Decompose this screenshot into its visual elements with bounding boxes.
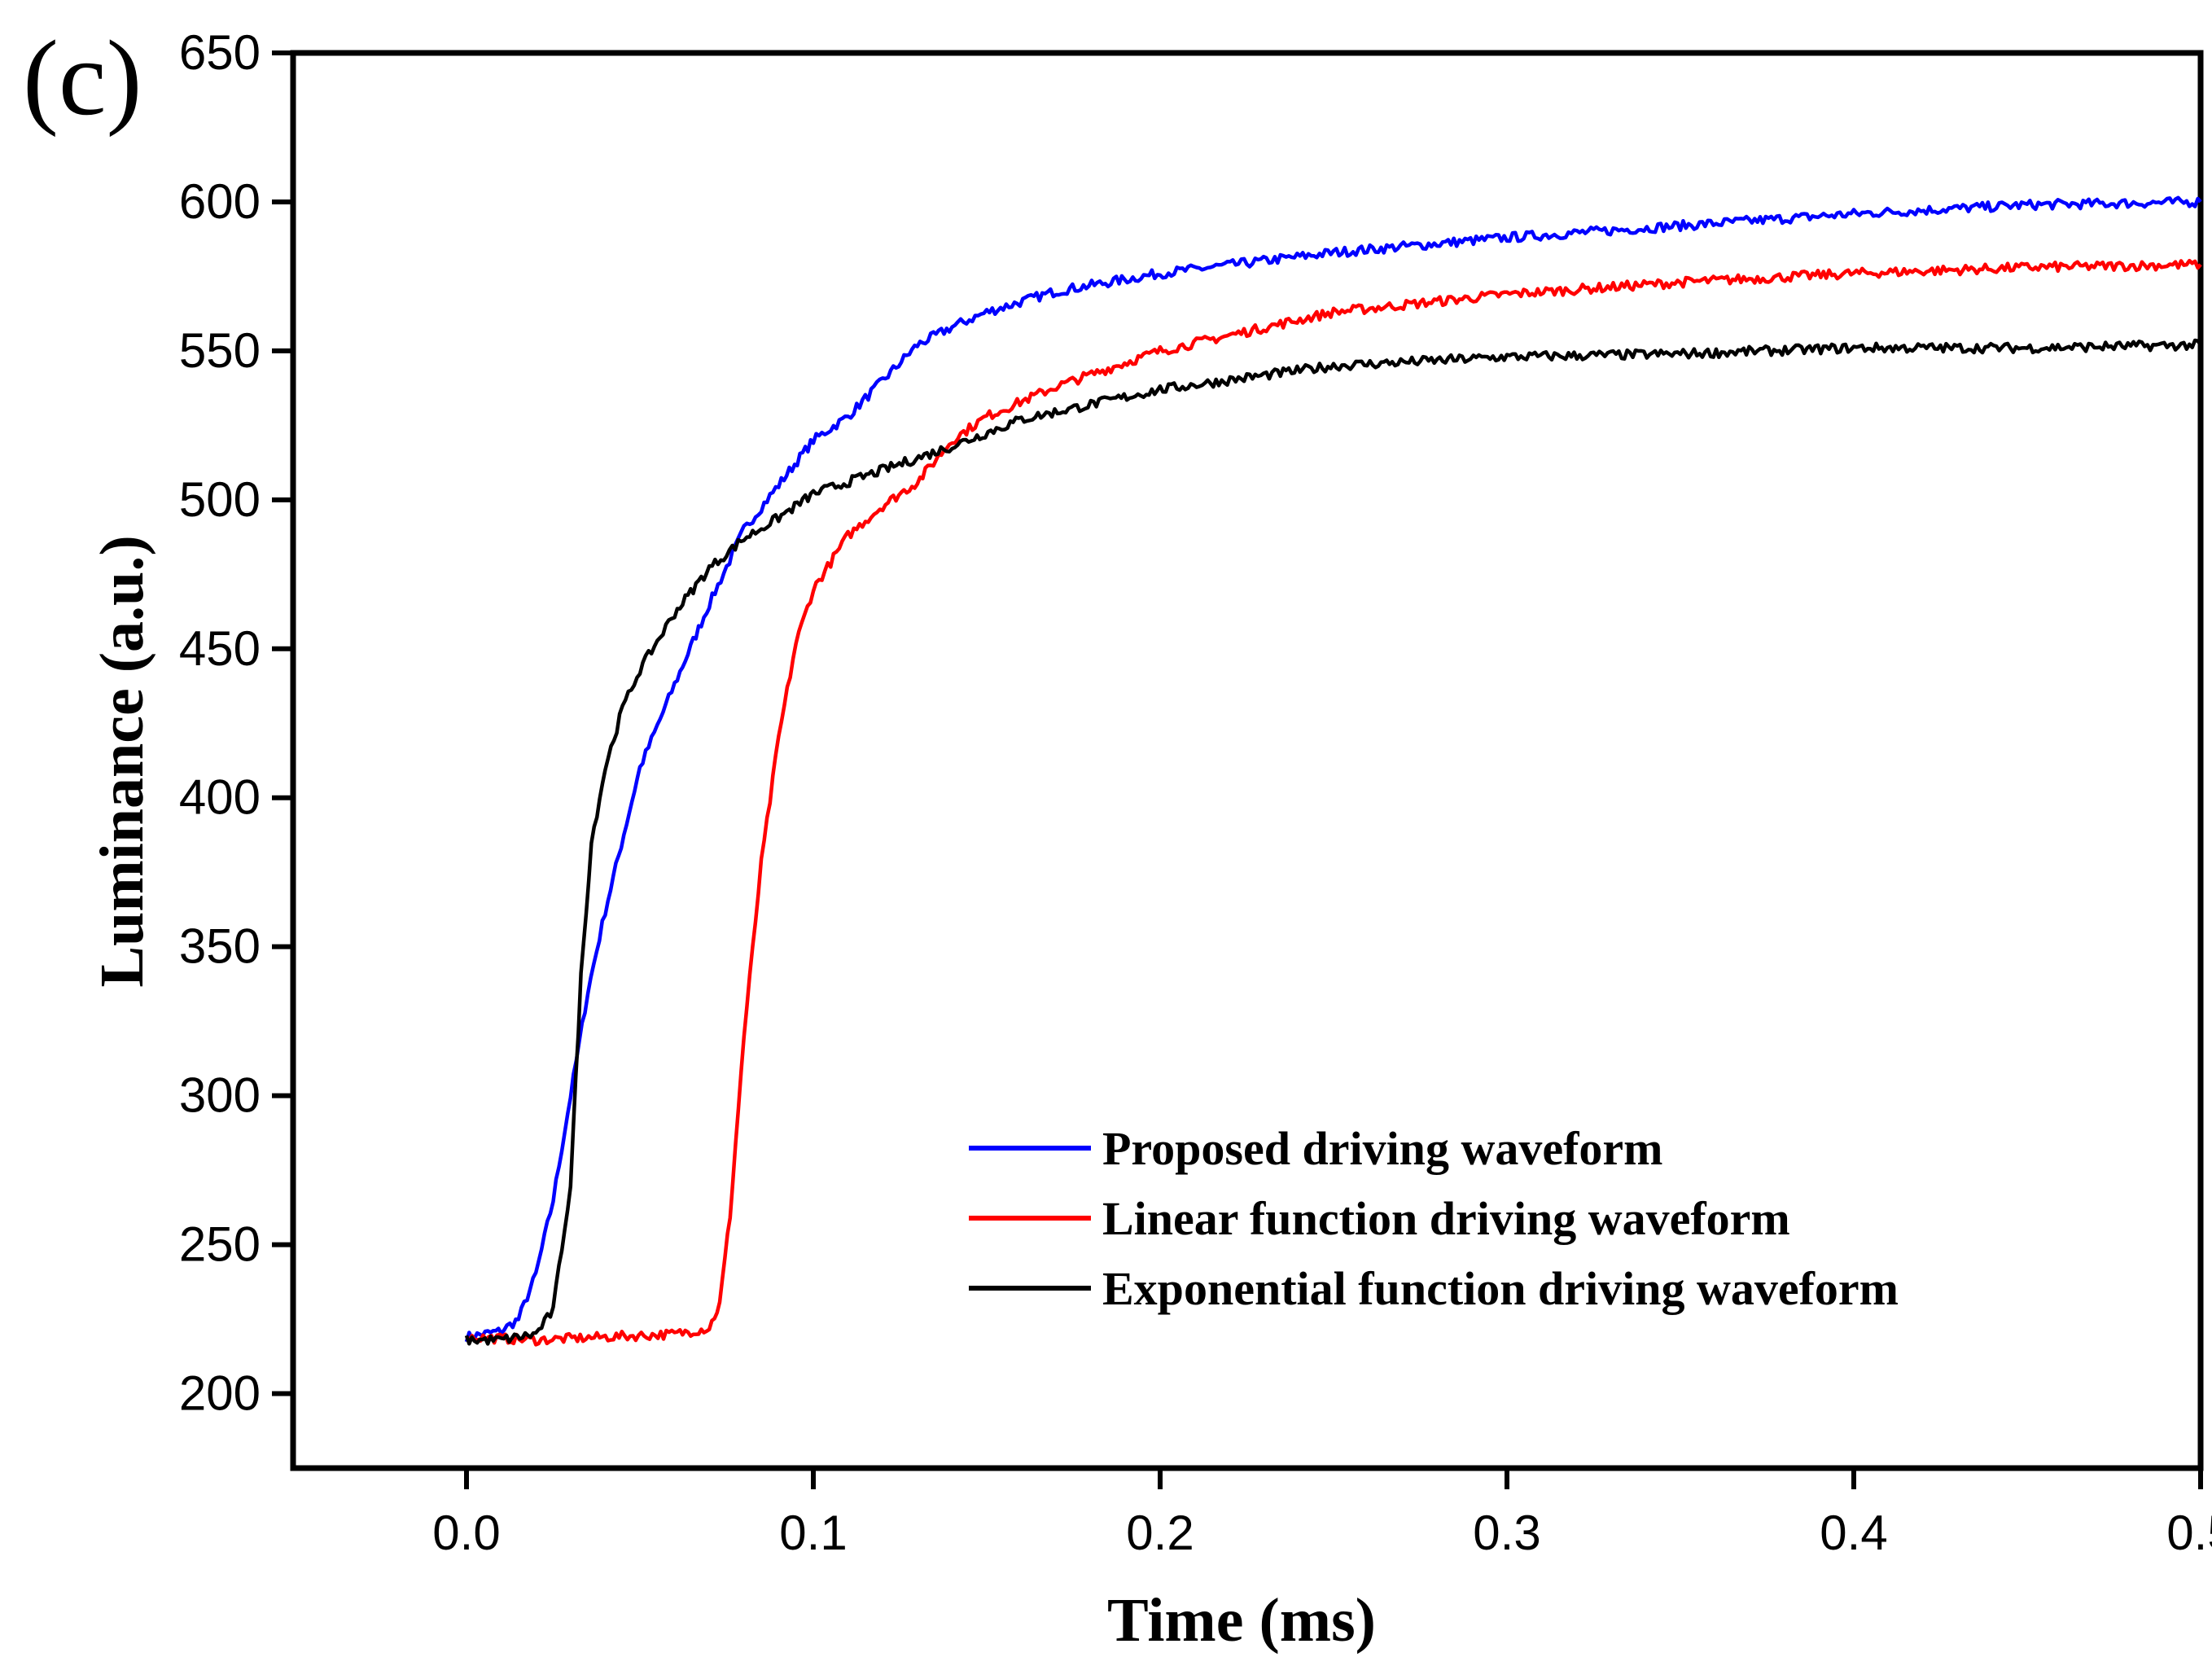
plot-area-frame xyxy=(290,50,2204,1471)
y-tick-label: 350 xyxy=(179,919,261,974)
panel-label: (c) xyxy=(23,18,142,138)
legend: Proposed driving waveform Linear function… xyxy=(969,1122,1899,1315)
legend-label: Linear function driving waveform xyxy=(1102,1192,1790,1245)
y-tick-label: 300 xyxy=(179,1068,261,1123)
y-axis: 200 250 300 350 400 450 500 550 600 650 xyxy=(179,25,293,1421)
series-line-2 xyxy=(466,258,2202,1347)
y-tick-label: 200 xyxy=(179,1366,261,1421)
series-lines xyxy=(464,195,2202,1347)
y-tick-label: 250 xyxy=(179,1217,261,1272)
y-tick-label: 650 xyxy=(179,25,261,80)
series-line-3 xyxy=(464,338,2202,1346)
y-tick-label: 500 xyxy=(179,472,261,527)
legend-label: Proposed driving waveform xyxy=(1102,1122,1662,1175)
y-axis-title: Luminance (a.u.) xyxy=(88,535,156,987)
y-tick-label: 600 xyxy=(179,174,261,229)
x-tick-label: 0.1 xyxy=(779,1506,847,1560)
x-axis: 0.0 0.1 0.2 0.3 0.4 0.5 xyxy=(432,1468,2212,1560)
legend-label: Exponential function driving waveform xyxy=(1102,1262,1899,1315)
y-tick-label: 550 xyxy=(179,323,261,378)
y-tick-label: 450 xyxy=(179,621,261,676)
x-tick-label: 0.5 xyxy=(2166,1506,2212,1560)
y-tick-label: 400 xyxy=(179,770,261,825)
x-axis-title: Time (ms) xyxy=(1107,1586,1376,1655)
x-tick-label: 0.3 xyxy=(1473,1506,1540,1560)
series-line-1 xyxy=(464,195,2202,1343)
x-tick-label: 0.2 xyxy=(1126,1506,1194,1560)
x-tick-label: 0.4 xyxy=(1820,1506,1887,1560)
x-tick-label: 0.0 xyxy=(432,1506,500,1560)
